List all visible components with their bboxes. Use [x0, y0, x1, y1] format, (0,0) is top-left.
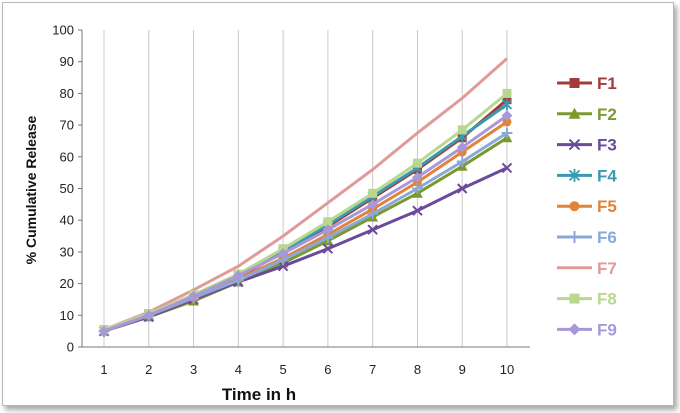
- legend-marker-F2: [568, 107, 581, 119]
- legend-label-F7: F7: [597, 259, 617, 278]
- point-F9-5: [277, 248, 289, 259]
- y-tick-label-10: 100: [52, 23, 74, 38]
- point-F6-10: [501, 127, 513, 139]
- point-F4-10: [501, 98, 513, 111]
- point-F8-10: [502, 88, 512, 98]
- point-F9-1: [98, 325, 110, 337]
- y-tick-label-2: 20: [60, 276, 74, 291]
- series-lines: [98, 57, 513, 337]
- legend-marker-F9: [568, 323, 581, 336]
- x-tick-label-9: 10: [500, 362, 514, 377]
- x-axis-label: Time in h: [222, 385, 296, 404]
- y-tick-label-8: 80: [60, 86, 74, 101]
- series-line-F8: [103, 92, 508, 332]
- series-F1: [99, 95, 512, 335]
- point-F9-3: [188, 290, 199, 302]
- legend-marker-F3: [568, 138, 581, 151]
- legend-label-F1: F1: [597, 74, 617, 93]
- axes: [78, 29, 530, 348]
- x-tick-label-2: 3: [190, 362, 197, 377]
- legend-label-F9: F9: [597, 320, 617, 339]
- x-tick-label-1: 2: [145, 362, 152, 377]
- legend-entry-F7: F7: [557, 259, 617, 278]
- series-F5: [99, 117, 512, 336]
- point-F9-10: [501, 110, 513, 121]
- legend-marker-F8: [569, 293, 580, 304]
- legend-marker-F4: [568, 168, 581, 182]
- series-F9: [98, 110, 513, 337]
- legend-label-F4: F4: [597, 166, 617, 185]
- legend-label-F3: F3: [597, 136, 617, 155]
- y-tick-labels: 0 10 20 30 40 50 60 70 80 90 100: [52, 23, 74, 355]
- legend-marker-F1: [569, 78, 580, 88]
- point-F3-5: [277, 260, 289, 272]
- point-F9-6: [322, 224, 334, 236]
- point-F5-10: [502, 117, 512, 127]
- x-tick-label-3: 4: [235, 362, 242, 377]
- point-F8-6: [323, 217, 333, 227]
- y-tick-label-6: 60: [60, 149, 74, 164]
- point-F3-10: [501, 162, 513, 174]
- legend-entry-F5: F5: [557, 197, 617, 216]
- x-tick-label-8: 9: [459, 362, 466, 377]
- y-tick-label-7: 70: [60, 118, 74, 133]
- point-F3-8: [412, 205, 423, 216]
- x-tick-labels: 1 2 3 4 5 6 7 8 9 10: [100, 362, 514, 377]
- y-axis-label: % Cumulative Release: [23, 115, 39, 264]
- series-F7: [103, 57, 508, 331]
- series-line-F7: [103, 57, 508, 331]
- legend-entry-F8: F8: [557, 290, 617, 309]
- series-line-F5: [103, 120, 508, 333]
- y-tick-label-5: 50: [60, 181, 74, 196]
- x-tick-label-0: 1: [100, 362, 107, 377]
- legend-label-F2: F2: [597, 105, 617, 124]
- x-tick-label-5: 6: [324, 362, 331, 377]
- series-F8: [99, 88, 512, 335]
- legend-label-F6: F6: [597, 228, 617, 247]
- chart-frame: [2, 2, 674, 406]
- legend-label-F5: F5: [597, 197, 617, 216]
- legend-label-F8: F8: [597, 290, 617, 309]
- vertical-gridlines: [103, 30, 508, 347]
- y-tick-label-1: 10: [60, 308, 74, 323]
- point-F9-2: [143, 309, 155, 321]
- point-F6-9: [456, 156, 468, 167]
- point-F3-7: [367, 224, 378, 235]
- point-F9-4: [232, 270, 244, 282]
- legend-entry-F4: F4: [557, 166, 617, 185]
- point-F8-9: [457, 125, 467, 135]
- x-tick-label-4: 5: [279, 362, 286, 377]
- y-tick-label-4: 40: [60, 213, 74, 228]
- y-tick-label-0: 0: [67, 340, 74, 355]
- x-tick-label-6: 7: [369, 362, 376, 377]
- x-tick-label-7: 8: [414, 362, 421, 377]
- point-F9-9: [456, 141, 468, 153]
- point-F8-8: [412, 158, 422, 168]
- legend: F1 F2 F3 F4 F5 F6 F7 F8 F9: [557, 74, 617, 339]
- legend-marker-F6: [568, 231, 581, 243]
- series-line-F9: [103, 114, 508, 333]
- legend-entry-F3: F3: [557, 136, 617, 155]
- y-tick-label-9: 90: [60, 54, 74, 69]
- point-F8-7: [368, 188, 378, 198]
- point-F6-8: [412, 183, 423, 194]
- series-line-F1: [103, 98, 508, 332]
- legend-marker-F5: [569, 201, 580, 212]
- legend-entry-F2: F2: [557, 105, 617, 124]
- legend-entry-F9: F9: [557, 320, 617, 339]
- point-F3-9: [457, 183, 468, 194]
- point-F9-8: [412, 172, 423, 183]
- legend-entry-F6: F6: [557, 228, 617, 247]
- point-F6-7: [367, 208, 379, 220]
- point-F9-7: [367, 198, 379, 210]
- legend-entry-F1: F1: [557, 74, 617, 93]
- y-tick-label-3: 30: [60, 244, 74, 259]
- point-F3-6: [322, 243, 334, 254]
